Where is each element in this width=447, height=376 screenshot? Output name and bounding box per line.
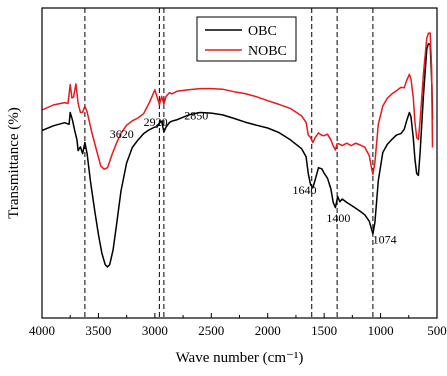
x-tick-label-3000: 3000 xyxy=(142,323,168,338)
peak-label-1640: 1640 xyxy=(293,183,317,197)
x-tick-label-500: 500 xyxy=(427,323,447,338)
peak-label-1074: 1074 xyxy=(373,233,397,247)
series-group xyxy=(41,32,434,268)
series-line-obc xyxy=(41,42,434,268)
peak-label-3620: 3620 xyxy=(110,127,134,141)
x-tick-label-2500: 2500 xyxy=(198,323,224,338)
peak-label-2920: 2920 xyxy=(144,115,168,129)
x-tick-label-2000: 2000 xyxy=(255,323,281,338)
series-line-nobc xyxy=(41,32,434,175)
x-axis-title: Wave number (cm⁻¹) xyxy=(176,350,304,366)
legend: OBC NOBC xyxy=(196,16,297,62)
peak-label-1400: 1400 xyxy=(326,211,350,225)
peak-labels: 3620 2920 2850 1640 1400 1074 xyxy=(110,109,397,247)
legend-label-obc: OBC xyxy=(248,24,277,39)
peak-label-2850: 2850 xyxy=(184,109,208,123)
legend-box xyxy=(196,16,297,62)
x-tick-label-3500: 3500 xyxy=(85,323,111,338)
y-axis-title: Transmittance (%) xyxy=(6,107,22,219)
x-tick-label-1000: 1000 xyxy=(368,323,394,338)
x-tick-label-1500: 1500 xyxy=(311,323,337,338)
legend-label-nobc: NOBC xyxy=(248,44,287,59)
reference-lines xyxy=(84,8,374,318)
x-tick-label-4000: 4000 xyxy=(29,323,55,338)
x-axis: 4000 3500 3000 2500 2000 1500 1000 500 xyxy=(29,313,447,338)
